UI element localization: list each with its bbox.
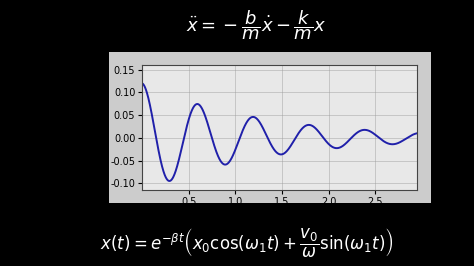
Text: $x(t) = e^{-\beta t}\left(x_0\cos(\omega_1 t) + \dfrac{v_0}{\omega}\sin(\omega_1: $x(t) = e^{-\beta t}\left(x_0\cos(\omega… [100,226,393,259]
Text: $\ddot{x} = -\dfrac{b}{m}\dot{x} - \dfrac{k}{m}x$: $\ddot{x} = -\dfrac{b}{m}\dot{x} - \dfra… [186,8,326,41]
Y-axis label: x [m]: x [m] [98,113,108,143]
X-axis label: t [s]: t [s] [268,210,291,220]
